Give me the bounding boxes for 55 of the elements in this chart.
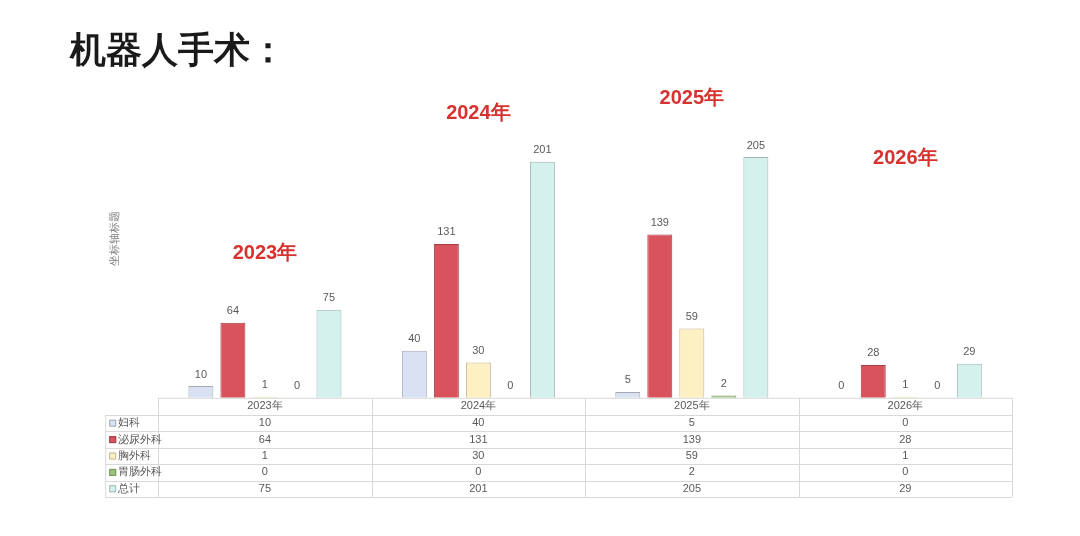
annotation: 1: [902, 378, 909, 391]
annotation: 28: [867, 346, 880, 359]
annotation: 10: [194, 367, 208, 380]
annotation: 131: [437, 225, 456, 238]
legend-label: 胸外科: [118, 449, 152, 462]
x-tick-label: 2026年: [887, 399, 924, 412]
annotation: 2: [720, 376, 727, 389]
text: 2024年: [446, 100, 511, 123]
data-label: 1: [261, 449, 268, 462]
text: 201: [533, 143, 552, 156]
data-label: 10: [258, 416, 272, 429]
data-label: 0: [475, 465, 482, 478]
legend-label: 妇科: [118, 416, 141, 429]
x-tick-label: 2025年: [674, 399, 710, 412]
annotation: 1: [261, 378, 268, 391]
data-label: 2: [688, 465, 695, 478]
annotation: 0: [507, 379, 514, 392]
x-tick-label: 2024年: [460, 399, 497, 412]
annotation: 139: [650, 216, 669, 229]
data-label: 29: [899, 481, 912, 494]
data-label: 28: [899, 432, 912, 445]
chart-title: 机器人手术：: [70, 28, 286, 72]
annotation: 0: [934, 379, 941, 392]
annotation: 2026年: [873, 145, 938, 168]
data-label: 40: [472, 416, 485, 429]
annotation: 30: [472, 344, 485, 357]
annotation: 0: [838, 379, 845, 392]
data-label: 30: [472, 449, 485, 462]
x-tick-label: 2023年: [247, 399, 283, 412]
legend-label: 胃肠外科: [118, 465, 163, 478]
annotation: 2023年: [232, 240, 298, 263]
y-axis-title: 坐标轴标题: [107, 211, 120, 267]
data-label: 201: [469, 481, 488, 494]
annotation: 64: [226, 304, 240, 317]
annotation: 40: [408, 332, 421, 345]
data-label: 139: [682, 432, 701, 445]
data-label: 0: [261, 465, 268, 478]
annotation: 59: [685, 310, 698, 323]
text: 205: [746, 138, 766, 151]
annotation: 29: [963, 345, 976, 358]
annotation: 0: [293, 379, 301, 392]
data-label: 5: [688, 416, 695, 429]
data-label: 131: [469, 432, 488, 445]
data-label: 64: [258, 432, 272, 445]
data-label: 0: [902, 416, 909, 429]
legend-label: 总计: [117, 481, 141, 494]
text: 2025年: [659, 85, 725, 108]
annotation: 5: [624, 373, 631, 386]
data-label: 59: [685, 449, 698, 462]
legend-label: 泌尿外科: [118, 432, 163, 445]
data-label: 0: [902, 465, 909, 478]
data-label: 1: [902, 449, 909, 462]
data-label: 205: [682, 481, 701, 494]
annotation: 75: [322, 291, 336, 304]
data-label: 75: [258, 481, 272, 494]
